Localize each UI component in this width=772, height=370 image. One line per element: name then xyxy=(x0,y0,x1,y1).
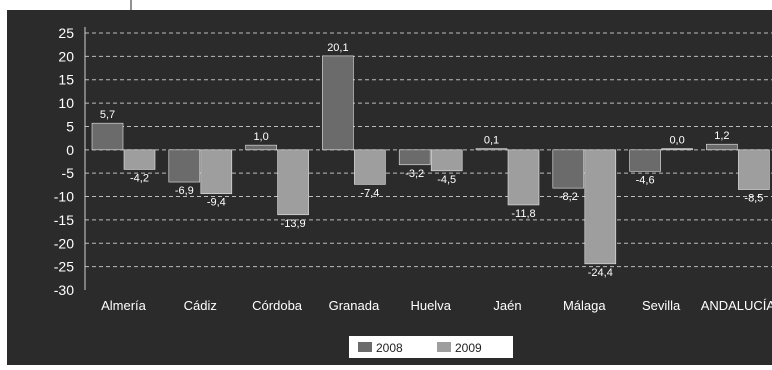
bar-2008-5 xyxy=(475,148,508,151)
data-label: 0,1 xyxy=(484,135,499,147)
bar-2008-0 xyxy=(91,122,124,151)
data-label: -8,5 xyxy=(744,193,763,205)
data-label: -7,4 xyxy=(360,187,379,199)
data-label: -6,9 xyxy=(175,185,194,197)
data-label: 20,1 xyxy=(327,42,348,54)
y-tick-label: 10 xyxy=(58,95,74,111)
data-label: -4,5 xyxy=(437,174,456,186)
data-label: -9,4 xyxy=(207,197,226,209)
y-tick-label: 15 xyxy=(58,72,74,88)
x-tick-label: Córdoba xyxy=(252,298,303,313)
x-tick-label: Jaén xyxy=(493,298,521,313)
y-tick-label: 5 xyxy=(66,118,74,134)
data-label: -13,9 xyxy=(281,218,306,230)
bar-2008-2 xyxy=(245,144,277,151)
data-label: -3,2 xyxy=(405,168,424,180)
y-tick-label: 20 xyxy=(58,48,74,64)
legend: 2008 2009 xyxy=(349,336,513,358)
legend-label-2008: 2008 xyxy=(376,341,403,355)
x-tick-label: Sevilla xyxy=(642,298,681,313)
x-axis: Almería Cádiz Córdoba Granada Huelva Jaén Mála… xyxy=(101,298,772,313)
data-label: 5,7 xyxy=(100,109,115,121)
bar-2009-5 xyxy=(507,149,540,206)
y-tick-label: -10 xyxy=(54,189,74,205)
y-tick-label: -20 xyxy=(54,235,74,251)
data-label: -4,2 xyxy=(130,172,149,184)
bar-2009-1 xyxy=(200,149,233,195)
bars xyxy=(91,55,770,265)
data-label: -11,8 xyxy=(511,208,535,220)
x-tick-label: Málaga xyxy=(563,298,606,313)
bar-2009-4 xyxy=(430,149,463,172)
legend-box xyxy=(349,336,513,358)
bar-2009-3 xyxy=(354,149,386,185)
y-tick-label: 25 xyxy=(58,25,74,41)
y-tick-label: -25 xyxy=(54,259,74,275)
x-tick-label: Cádiz xyxy=(184,298,217,313)
data-label: 1,2 xyxy=(714,130,729,142)
bar-2009-7 xyxy=(661,148,693,151)
y-tick-label: -15 xyxy=(54,212,74,228)
bar-2009-8 xyxy=(738,149,770,190)
legend-label-2009: 2009 xyxy=(455,341,482,355)
x-tick-label: Huelva xyxy=(410,298,451,313)
x-tick-label: ANDALUCÍA xyxy=(701,298,772,313)
data-label: 0,0 xyxy=(669,135,684,147)
data-labels: 5,7 -4,2 -6,9 -9,4 1,0 -13,9 20,1 -7,4 -3,2 -4,5 0… xyxy=(100,42,764,279)
bar-2008-1 xyxy=(168,149,201,183)
data-label: 1,0 xyxy=(253,131,268,143)
legend-swatch-2008 xyxy=(358,342,372,352)
bar-2009-0 xyxy=(123,149,156,170)
y-tick-label: -5 xyxy=(62,165,75,181)
y-tick-label: -30 xyxy=(54,282,74,298)
y-axis: 25 20 15 10 5 0 -5 -10 -15 -20 -25 -30 xyxy=(54,25,86,298)
data-label: -4,6 xyxy=(636,174,655,186)
bar-2008-7 xyxy=(629,149,661,172)
bar-2008-8 xyxy=(706,143,738,151)
data-label: -8,2 xyxy=(559,191,578,203)
bar-2009-2 xyxy=(277,149,309,216)
bar-2009-6 xyxy=(584,149,617,265)
bar-2008-6 xyxy=(552,149,585,189)
x-tick-label: Almería xyxy=(101,298,147,313)
data-label: -24,4 xyxy=(588,267,613,279)
legend-swatch-2009 xyxy=(437,342,451,352)
y-tick-label: 0 xyxy=(66,142,74,158)
bar-2008-3 xyxy=(322,55,354,151)
bar-2008-4 xyxy=(398,149,431,166)
x-tick-label: Granada xyxy=(329,298,380,313)
